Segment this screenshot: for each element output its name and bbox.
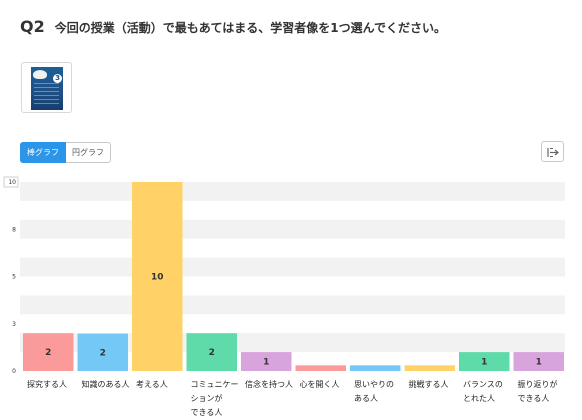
y-tick-label: 0: [12, 368, 16, 375]
chart-type-toggle: 棒グラフ 円グラフ: [20, 142, 111, 163]
bar[interactable]: [77, 333, 129, 371]
export-button[interactable]: [541, 141, 564, 162]
category-label: 挑戦する人: [409, 379, 449, 389]
bar[interactable]: [295, 365, 347, 371]
bar[interactable]: [241, 352, 292, 371]
category-label: バランスのとれた人: [463, 380, 503, 403]
category-label: 心を開く人: [300, 380, 340, 389]
question-title: Q2 今回の授業（活動）で最もあてはまる、学習者像を1つ選んでください。: [20, 17, 446, 36]
y-tick-label: 10: [8, 179, 16, 186]
grid-band: [20, 219, 565, 239]
bar[interactable]: [404, 365, 456, 371]
bar[interactable]: [350, 365, 401, 371]
category-label: 振り返りができる人: [518, 379, 558, 403]
bar[interactable]: [513, 352, 565, 371]
bar-value-label: 1: [481, 358, 487, 368]
category-label: 探究する人: [27, 379, 67, 389]
bar-value-label: 10: [151, 273, 164, 283]
bar-chart-tab[interactable]: 棒グラフ: [20, 142, 66, 163]
y-tick-label: 8: [12, 226, 16, 233]
bar-value-label: 2: [45, 348, 51, 358]
y-tick-label: 5: [12, 274, 16, 281]
y-tick-label: 3: [12, 321, 16, 328]
bar[interactable]: [186, 333, 238, 371]
grid-band: [20, 257, 565, 277]
bar-value-label: 2: [100, 348, 106, 358]
export-icon: [547, 148, 559, 157]
category-label: 信念を持つ人: [245, 379, 293, 389]
category-label: 知識のある人: [82, 379, 130, 389]
bar-value-label: 1: [263, 358, 269, 368]
bar-value-label: 2: [209, 348, 215, 358]
bar[interactable]: [459, 352, 510, 371]
question-text: 今回の授業（活動）で最もあてはまる、学習者像を1つ選んでください。: [54, 21, 447, 35]
category-label: コミュニケーションができる人: [191, 380, 239, 417]
category-label: 考える人: [136, 380, 168, 389]
y-max-box: [3, 176, 19, 188]
thumbnail-badge: 3: [53, 74, 62, 83]
bar-value-label: 1: [536, 358, 542, 368]
pie-chart-tab[interactable]: 円グラフ: [66, 142, 111, 163]
grid-band: [20, 295, 565, 315]
question-number: Q2: [20, 17, 45, 36]
bar[interactable]: [23, 333, 74, 371]
bar-chart: 0 3 5 8 10 2 2 10 2 1 1 1 探究する人 知識のある人 考える人 コミュニケーション…: [3, 176, 565, 417]
question-image-thumbnail[interactable]: 3: [21, 62, 72, 113]
bar[interactable]: [132, 182, 183, 371]
category-label: 思いやりのある人: [354, 380, 394, 403]
grid-band: [20, 182, 565, 201]
